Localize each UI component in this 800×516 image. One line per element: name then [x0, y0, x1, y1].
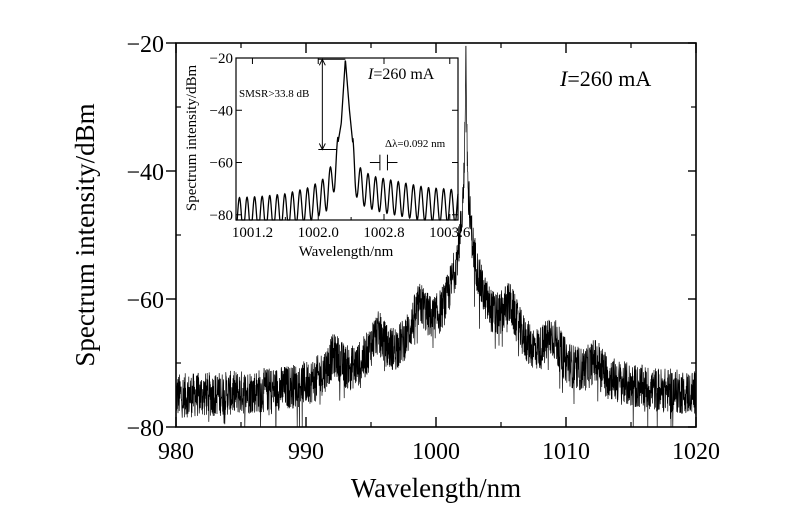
main-x-tick-label: 1010 — [542, 439, 590, 465]
inset-x-axis: 1001.2 1002.0 1002.8 1003.6 — [232, 58, 471, 241]
inset-x-tick-label: 1003.6 — [429, 225, 471, 241]
inset-y-tick-label: −80 — [210, 208, 233, 224]
main-annotation-text: =260 mA — [567, 66, 651, 91]
inset-annotation-text: =260 mA — [373, 66, 434, 83]
main-y-tick-label: −60 — [126, 288, 164, 314]
main-x-tick-label: 1020 — [672, 439, 720, 465]
inset-current-annotation: I=260 mA — [367, 66, 435, 83]
main-x-axis: 980 990 1000 1010 1020 — [158, 43, 720, 465]
inset-plot-frame — [235, 57, 459, 221]
main-y-axis: −80 −60 −40 −20 — [126, 32, 696, 442]
inset-x-tick-label: 1001.2 — [232, 225, 273, 241]
main-x-axis-label: Wavelength/nm — [351, 473, 521, 503]
main-current-annotation: I=260 mA — [559, 66, 651, 91]
main-y-axis-label: Spectrum intensity/dBm — [70, 103, 100, 366]
main-x-tick-label: 990 — [288, 439, 324, 465]
inset-y-tick-label: −60 — [210, 156, 233, 172]
main-y-tick-label: −20 — [126, 32, 164, 58]
smsr-label: SMSR>33.8 dB — [239, 88, 309, 100]
inset-x-tick-label: 1002.8 — [363, 225, 404, 241]
inset-y-axis-label: Spectrum intensity/dBm — [184, 65, 200, 212]
inset-y-axis: −80 −60 −40 −20 — [210, 51, 458, 224]
inset-annotation-italic: I — [367, 66, 374, 83]
inset-y-tick-label: −40 — [210, 103, 233, 119]
main-chart: 980 990 1000 1010 1020 −80 −60 −40 −20 Waveleng… — [70, 32, 720, 503]
inset-y-tick-label: −20 — [210, 51, 233, 67]
main-x-tick-label: 1000 — [412, 439, 460, 465]
inset-chart: 1001.2 1002.0 1002.8 1003.6 −80 −60 −40 −20 Wa… — [184, 51, 471, 260]
smsr-indicator — [318, 58, 346, 151]
smsr-arrow-bottom — [318, 143, 326, 151]
main-spectrum-trace — [175, 45, 697, 428]
smsr-arrow-top — [318, 58, 326, 66]
main-y-tick-label: −40 — [126, 160, 164, 186]
main-annotation-italic: I — [559, 66, 569, 91]
inset-x-axis-label: Wavelength/nm — [299, 244, 394, 260]
inset-x-tick-label: 1002.0 — [298, 225, 339, 241]
mode-spacing-indicator — [369, 154, 398, 171]
main-x-tick-label: 980 — [158, 439, 194, 465]
main-y-tick-label: −80 — [126, 416, 164, 442]
mode-spacing-label: Δλ=0.092 nm — [385, 138, 446, 150]
